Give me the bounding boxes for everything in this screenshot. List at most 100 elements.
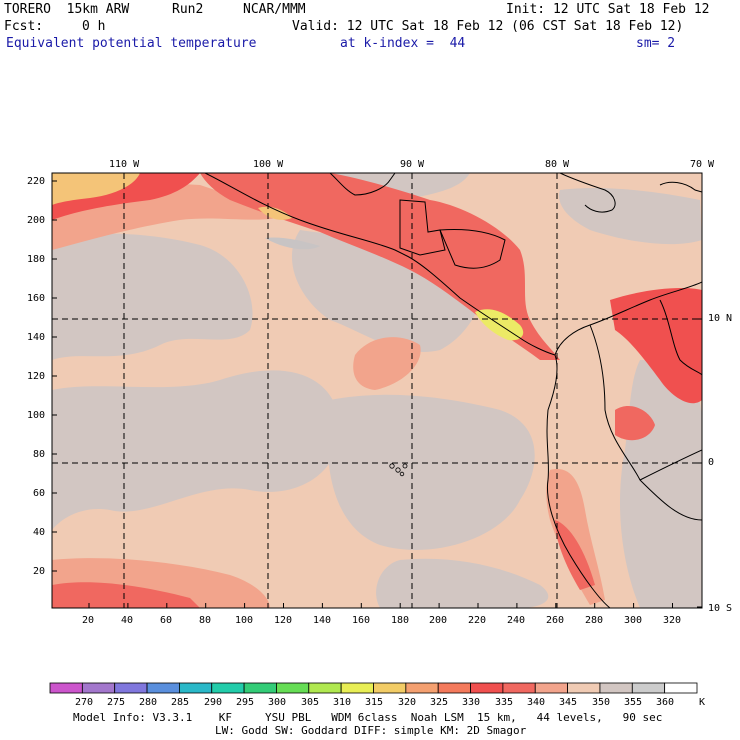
grid-x-label: 80	[199, 615, 212, 626]
grid-y-label: 120	[27, 371, 46, 382]
field-colombia-warm	[610, 288, 702, 404]
field-region-equator	[327, 394, 535, 550]
grid-y-label: 180	[27, 254, 46, 265]
grid-x-label: 240	[507, 615, 526, 626]
model-info: Model Info: V3.3.1 KF YSU PBL WDM 6class…	[73, 711, 663, 724]
colorbar-swatch	[405, 682, 439, 694]
grid-y-label: 40	[33, 527, 46, 538]
border-peru-brazil	[639, 449, 702, 481]
colorbar-swatch	[243, 682, 277, 694]
field-northwest-hot	[52, 173, 140, 205]
smoothing-label: sm= 2	[636, 36, 676, 51]
grid-x-label: 260	[546, 615, 565, 626]
grid-x-label: 140	[313, 615, 332, 626]
right-ticks	[697, 318, 702, 608]
grid-x-label: 40	[121, 615, 134, 626]
colorbar-swatch	[49, 682, 83, 694]
colorbar-swatch	[599, 682, 633, 694]
level-label: at k-index = 44	[340, 36, 466, 51]
colorbar-label: 270	[75, 697, 94, 708]
colorbar-swatch	[631, 682, 666, 694]
colorbar-swatch	[502, 682, 536, 694]
colorbar-label: 355	[624, 697, 643, 708]
grid-y-label: 60	[33, 488, 46, 499]
colorbar-swatch	[276, 682, 310, 694]
colorbar-swatch	[178, 682, 213, 694]
galapagos-island-4	[399, 471, 405, 477]
grid-x-label: 320	[663, 615, 682, 626]
forecast-hour: 0 h	[82, 19, 106, 34]
colorbar-label: 280	[139, 697, 158, 708]
border-venezuela	[659, 299, 702, 376]
coastline-cuba	[559, 173, 616, 213]
coastline-south-america-west	[546, 354, 611, 608]
lat-label-10n: 10 N	[708, 313, 733, 324]
grid-x-label: 100	[235, 615, 254, 626]
grid-x-label: 220	[468, 615, 487, 626]
init-time: Init: 12 UTC Sat 18 Feb 12	[506, 2, 710, 17]
grid-x-label: 200	[429, 615, 448, 626]
galapagos-island-3	[402, 463, 408, 469]
colorbar-swatch	[664, 682, 698, 694]
colorbar-label: 325	[430, 697, 449, 708]
left-ticks	[52, 180, 57, 572]
coastline-pacific-north	[204, 173, 702, 356]
field-region-west-lower	[52, 370, 341, 530]
field-region-west-upper	[52, 233, 253, 360]
colorbar-label: 305	[301, 697, 320, 708]
field-patch-gray	[265, 237, 320, 250]
colorbar-swatch	[340, 682, 374, 694]
map-frame	[51, 172, 703, 609]
galapagos-island-2	[395, 467, 401, 473]
colorbar-swatch	[470, 682, 504, 694]
field-mexico-hot	[258, 206, 292, 220]
grid-y-label: 160	[27, 293, 46, 304]
grid-x-label: 160	[352, 615, 371, 626]
grid-y-label: 200	[27, 215, 46, 226]
colorbar	[49, 682, 698, 694]
field-peru-warm	[555, 520, 595, 590]
run-label: Run2	[172, 2, 204, 17]
field-blob-pacific	[353, 337, 421, 390]
colorbar-unit: K	[699, 697, 706, 708]
grid-x-label: 120	[274, 615, 293, 626]
colorbar-swatch	[81, 682, 116, 694]
border-guatemala	[399, 199, 446, 256]
galapagos-island-1	[389, 463, 395, 469]
border-honduras	[439, 229, 506, 269]
lat-label-equator: 0	[708, 457, 715, 468]
colorbar-label: 335	[495, 697, 514, 708]
model-name: TORERO 15km ARW	[4, 2, 130, 17]
field-ecuador-warm	[615, 405, 655, 441]
grid-y-label: 20	[33, 566, 46, 577]
lon-label-100w: 100 W	[253, 159, 284, 170]
grid-y-label: 100	[27, 410, 46, 421]
colorbar-label: 315	[365, 697, 384, 708]
grid-x-label: 280	[585, 615, 604, 626]
colorbar-swatch	[146, 682, 180, 694]
colorbar-label: 360	[656, 697, 675, 708]
org-label: NCAR/MMM	[243, 2, 306, 17]
grid-x-label: 180	[391, 615, 410, 626]
colorbar-label: 285	[171, 697, 190, 708]
physics-info: LW: Godd SW: Goddard DIFF: simple KM: 2D…	[215, 724, 527, 737]
grid-y-label: 80	[33, 449, 46, 460]
coastline-gulf-of-mexico	[329, 173, 396, 196]
colorbar-swatch	[373, 682, 407, 694]
colorbar-swatch	[567, 682, 601, 694]
colorbar-label: 310	[333, 697, 352, 708]
forecast-label: Fcst:	[4, 19, 44, 34]
field-region-caribbean	[559, 188, 702, 245]
lon-label-110w: 110 W	[109, 159, 140, 170]
colorbar-label: 290	[204, 697, 223, 708]
colorbar-swatch	[211, 682, 245, 694]
border-colombia-ecuador-peru	[589, 324, 702, 521]
valid-time: Valid: 12 UTC Sat 18 Feb 12 (06 CST Sat …	[292, 19, 684, 34]
grid-y-label: 140	[27, 332, 46, 343]
colorbar-swatch	[534, 682, 568, 694]
lon-label-70w: 70 W	[690, 159, 715, 170]
field-central-america-warm	[200, 173, 560, 360]
bottom-ticks	[88, 603, 673, 608]
colorbar-label: 300	[268, 697, 287, 708]
